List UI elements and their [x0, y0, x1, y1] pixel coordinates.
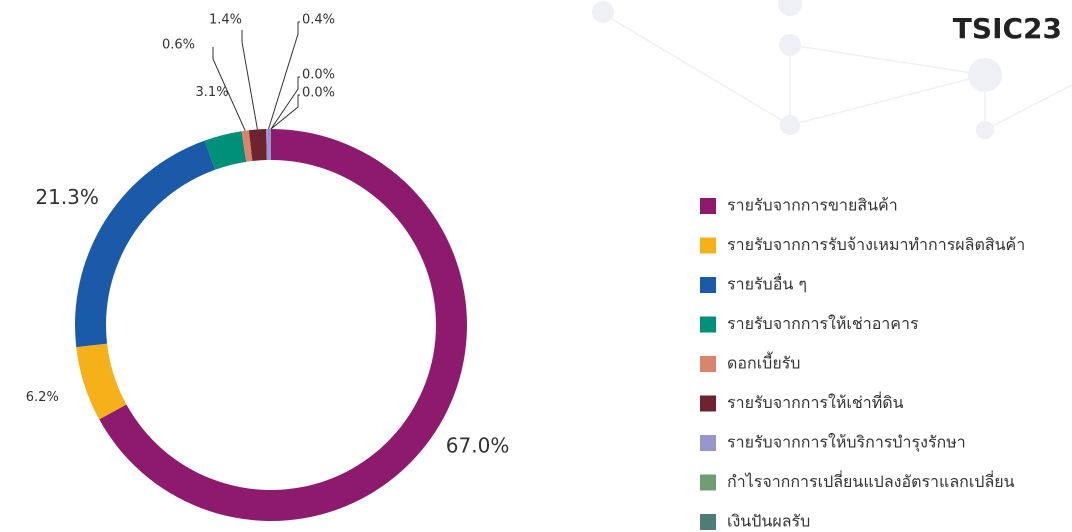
- donut-slice: [241, 130, 253, 162]
- data-label: 6.2%: [26, 390, 59, 405]
- data-label: 0.4%: [302, 13, 335, 28]
- data-label: 3.1%: [196, 85, 229, 100]
- leader-line: [241, 30, 258, 130]
- data-label: 21.3%: [35, 185, 99, 209]
- data-label: 1.4%: [209, 13, 242, 28]
- legend-label: รายรับจากการให้บริการบำรุงรักษา: [727, 433, 966, 453]
- legend-label: เงินปันผลรับ: [727, 512, 810, 531]
- leader-line: [270, 76, 300, 130]
- legend-label: รายรับจากการรับจ้างเหมาทำการผลิตสินค้า: [727, 235, 1025, 254]
- data-label: 0.0%: [302, 68, 335, 83]
- legend-swatch: [700, 316, 716, 333]
- legend-label: กำไรจากการเปลี่ยนแปลงอัตราแลกเปลี่ยน: [727, 470, 1015, 491]
- donut-slice: [266, 129, 271, 161]
- legend-swatch: [700, 277, 716, 293]
- data-label: 67.0%: [446, 434, 510, 458]
- donut-slice: [248, 129, 267, 162]
- chart-title: TSIC23: [953, 12, 1062, 45]
- leader-line: [268, 21, 300, 130]
- legend-label: รายรับจากการขายสินค้า: [727, 196, 898, 215]
- legend-label: รายรับจากการให้เช่าที่ดิน: [727, 391, 904, 412]
- legend-swatch: [700, 395, 716, 412]
- legend-label: รายรับอื่น ๆ: [727, 273, 807, 294]
- legend-swatch: [700, 435, 716, 451]
- legend-label: ดอกเบี้ยรับ: [727, 352, 800, 373]
- donut-slice: [74, 140, 216, 348]
- donut-slice: [76, 343, 127, 420]
- legend-swatch: [700, 514, 716, 530]
- legend-swatch: [700, 474, 716, 491]
- legend-swatch: [700, 237, 716, 254]
- legend-label: รายรับจากการให้เช่าอาคาร: [727, 314, 919, 333]
- legend-swatch: [700, 198, 716, 214]
- legend-swatch: [700, 356, 716, 372]
- data-label: 0.6%: [162, 38, 195, 53]
- leader-line: [270, 94, 300, 130]
- background-decoration: [592, 0, 1072, 139]
- data-label: 0.0%: [302, 86, 335, 101]
- leader-line: [212, 47, 246, 131]
- donut-slice: [204, 131, 247, 170]
